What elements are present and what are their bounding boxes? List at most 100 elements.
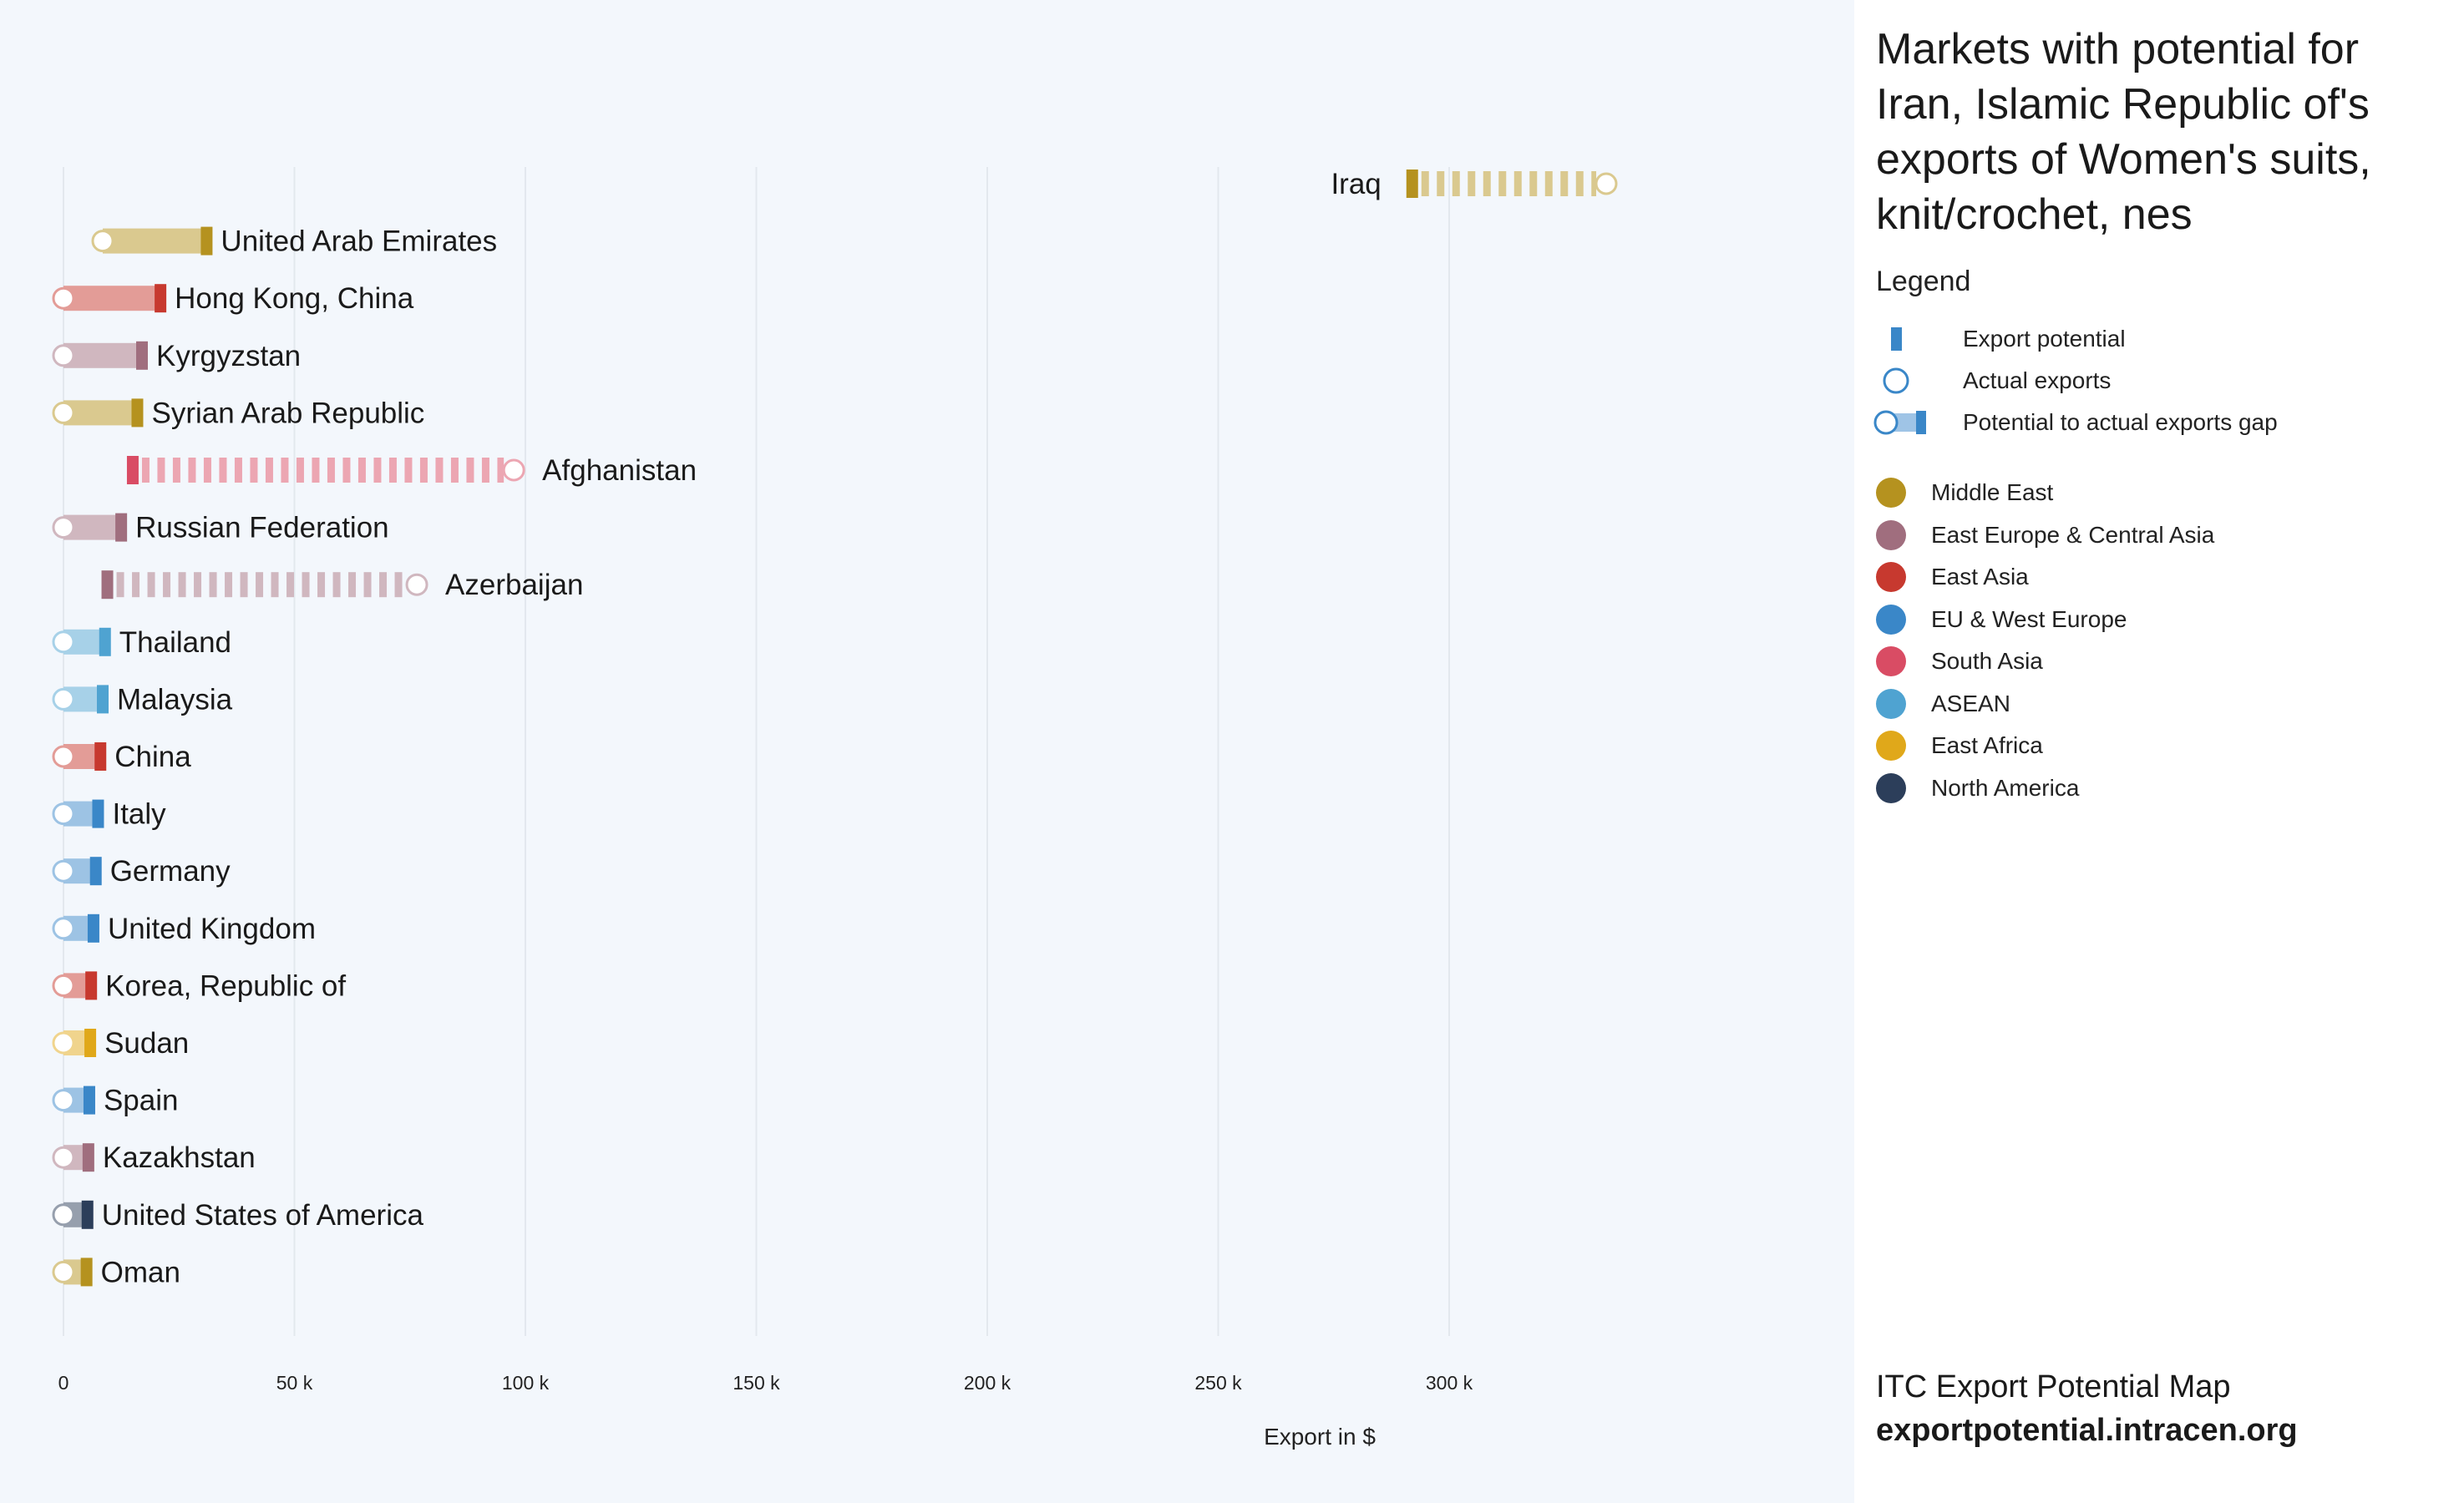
gap-dash: [497, 458, 504, 483]
country-label: Iraq: [1331, 168, 1381, 200]
country-label: Afghanistan: [542, 454, 697, 487]
legend-region-label: Middle East: [1931, 479, 2054, 505]
legend-region-south-asia: South Asia: [1854, 645, 2439, 678]
x-tick-label: 300 k: [1426, 1372, 1473, 1394]
gap-dash: [419, 458, 428, 483]
legend-region-label: South Asia: [1931, 648, 2043, 674]
actual-marker: [52, 1089, 75, 1112]
gap-dash: [178, 572, 186, 598]
x-tick-label: 250 k: [1194, 1372, 1242, 1394]
legend-region-label: East Africa: [1931, 732, 2043, 758]
actual-marker: [91, 230, 114, 253]
x-tick-label: 50 k: [276, 1372, 313, 1394]
legend-item-actual-exports: Actual exports: [1854, 364, 2439, 397]
gap-dash: [1529, 171, 1538, 196]
potential-marker: [115, 513, 128, 542]
legend-item-export-potential: Export potential: [1854, 322, 2439, 356]
country-label: Kazakhstan: [103, 1141, 256, 1174]
gap-dash: [317, 572, 326, 598]
gap-dash: [1498, 171, 1507, 196]
footer-url[interactable]: exportpotential.intracen.org: [1876, 1413, 2298, 1448]
region-color-swatch: [1876, 478, 1906, 508]
actual-marker: [52, 802, 75, 826]
x-tick-label: 200 k: [964, 1372, 1011, 1394]
gap-dash: [172, 458, 180, 483]
legend-region-east-europe-central-asia: East Europe & Central Asia: [1854, 519, 2439, 552]
gap-dash: [481, 458, 489, 483]
potential-marker: [83, 1086, 95, 1115]
legend-item-gap: Potential to actual exports gap: [1854, 406, 2439, 439]
potential-marker: [94, 742, 107, 771]
potential-marker: [126, 456, 139, 484]
legend-label-export-potential: Export potential: [1963, 326, 2126, 352]
potential-marker: [136, 341, 149, 370]
gap-dash: [286, 572, 295, 598]
country-label: Thailand: [119, 626, 231, 659]
chart-title: Markets with potential for Iran, Islamic…: [1876, 25, 2371, 239]
region-color-swatch: [1876, 519, 1906, 550]
sidebar: Markets with potential for Iran, Islamic…: [1854, 0, 2464, 1503]
gap-dash: [1544, 171, 1553, 196]
country-label: Russian Federation: [135, 512, 389, 544]
region-color-swatch: [1876, 604, 1906, 635]
legend-region-label: ASEAN: [1931, 690, 2010, 716]
actual-marker: [52, 859, 75, 883]
actual-marker: [52, 401, 75, 424]
gap-dash: [225, 572, 233, 598]
gap-dash: [357, 458, 366, 483]
gap-dash: [404, 458, 413, 483]
x-tick-label: 150 k: [733, 1372, 780, 1394]
actual-marker: [52, 1260, 75, 1283]
country-label: Korea, Republic of: [105, 969, 346, 1002]
country-label: Oman: [101, 1256, 180, 1288]
legend-region-north-america: North America: [1854, 772, 2439, 805]
gap-bar: [63, 286, 161, 311]
region-color-swatch: [1876, 772, 1906, 803]
gap-dash: [188, 458, 196, 483]
actual-marker: [52, 917, 75, 940]
legend-region-asean: ASEAN: [1854, 687, 2439, 721]
legend-region-label: East Europe & Central Asia: [1931, 521, 2215, 548]
actual-marker: [405, 573, 428, 596]
actual-marker: [52, 1203, 75, 1227]
gap-bar: [103, 228, 207, 254]
actual-marker: [52, 516, 75, 539]
gap-dash: [435, 458, 444, 483]
actual-marker: [52, 1031, 75, 1055]
actual-marker: [52, 344, 75, 367]
actual-marker: [52, 974, 75, 997]
country-label: Malaysia: [117, 683, 233, 716]
region-color-swatch: [1876, 731, 1906, 761]
actual-marker: [52, 687, 75, 711]
country-label: Kyrgyzstan: [156, 340, 301, 372]
gap-chart: 0 50 k 100 k 150 k 200 k 250 k 300 k Export in …: [52, 167, 1618, 1450]
legend-label-gap: Potential to actual exports gap: [1963, 409, 2278, 435]
gap-dash: [203, 458, 211, 483]
gap-dash: [379, 572, 388, 598]
country-label: Hong Kong, China: [175, 282, 414, 315]
region-color-swatch: [1876, 646, 1906, 676]
gap-dash: [209, 572, 217, 598]
country-label: Spain: [104, 1085, 179, 1117]
potential-marker: [92, 799, 104, 828]
legend-region-east-asia: East Asia: [1854, 560, 2439, 594]
country-label: Sudan: [104, 1027, 189, 1060]
gap-dash: [240, 572, 248, 598]
gap-dash: [1560, 171, 1569, 196]
gap-dash: [394, 572, 403, 598]
x-axis-label: Export in $: [1264, 1424, 1376, 1450]
gap-dash: [388, 458, 397, 483]
x-tick-label: 0: [58, 1372, 69, 1394]
gap-dash: [327, 458, 335, 483]
gap-dash: [1513, 171, 1522, 196]
gap-bar: [63, 342, 143, 368]
region-color-swatch: [1876, 562, 1906, 592]
gap-dash: [234, 458, 242, 483]
legend-region-label: North America: [1931, 774, 2080, 801]
gap-dash: [1437, 171, 1445, 196]
actual-marker: [52, 1146, 75, 1169]
country-label: Germany: [110, 855, 231, 888]
country-label: Azerbaijan: [445, 569, 583, 601]
gap-dash: [194, 572, 202, 598]
country-label: United Kingdom: [108, 913, 316, 945]
